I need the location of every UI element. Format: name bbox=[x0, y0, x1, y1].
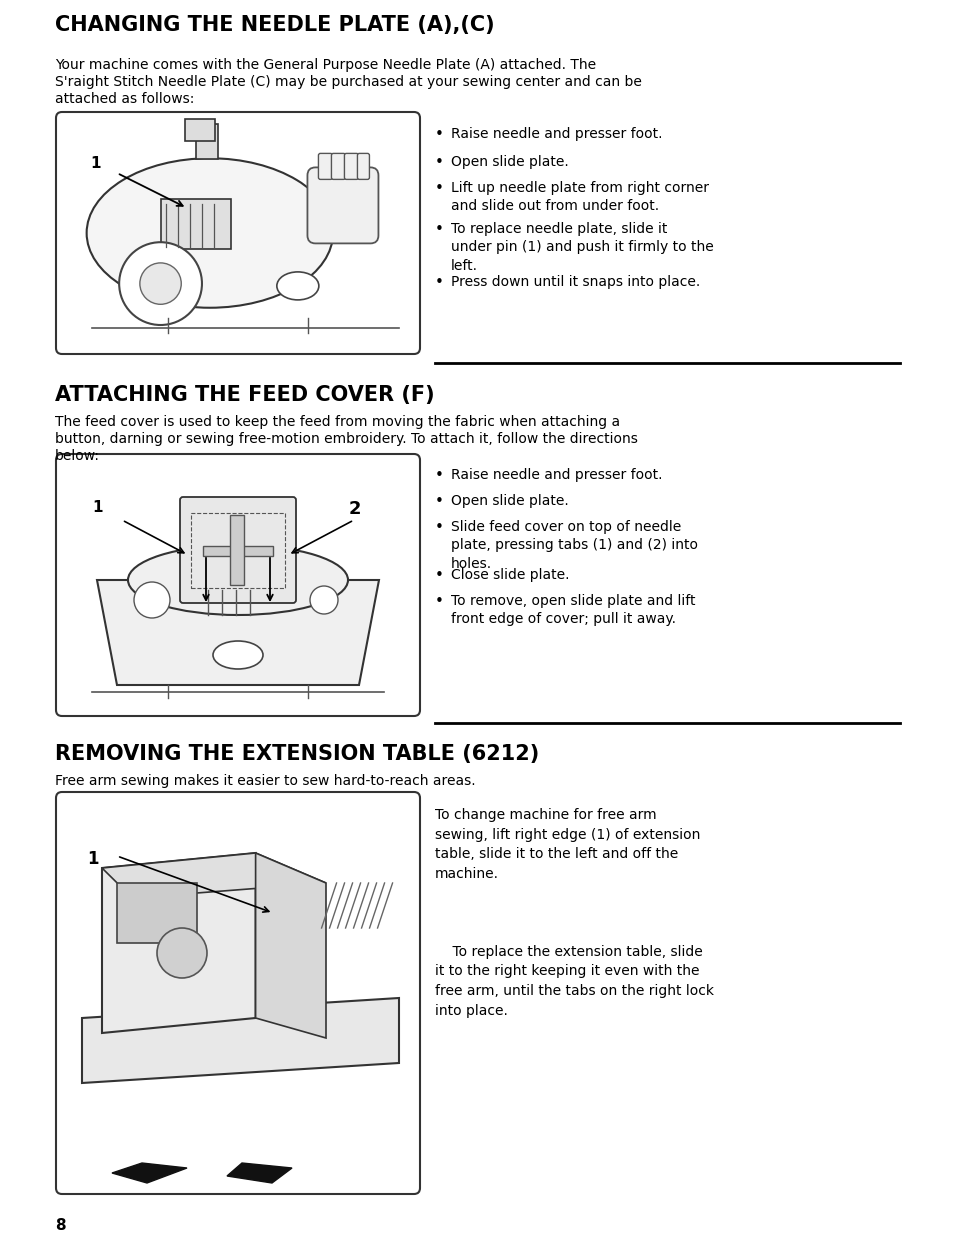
FancyBboxPatch shape bbox=[180, 497, 295, 602]
FancyBboxPatch shape bbox=[331, 153, 345, 179]
Text: To remove, open slide plate and lift
front edge of cover; pull it away.: To remove, open slide plate and lift fro… bbox=[451, 594, 695, 626]
Circle shape bbox=[133, 581, 170, 618]
Text: •: • bbox=[435, 568, 443, 583]
Text: •: • bbox=[435, 181, 443, 195]
Text: Open slide plate.: Open slide plate. bbox=[451, 155, 568, 169]
FancyBboxPatch shape bbox=[56, 792, 419, 1194]
FancyBboxPatch shape bbox=[318, 153, 332, 179]
Ellipse shape bbox=[87, 158, 333, 308]
Text: Press down until it snaps into place.: Press down until it snaps into place. bbox=[451, 275, 700, 289]
Text: button, darning or sewing free-motion embroidery. To attach it, follow the direc: button, darning or sewing free-motion em… bbox=[55, 432, 638, 447]
FancyBboxPatch shape bbox=[357, 153, 369, 179]
Bar bbox=[117, 883, 196, 943]
Text: 1: 1 bbox=[87, 850, 98, 868]
Circle shape bbox=[140, 263, 181, 304]
Text: 2: 2 bbox=[349, 500, 361, 518]
FancyBboxPatch shape bbox=[344, 153, 358, 179]
Text: •: • bbox=[435, 221, 443, 238]
FancyBboxPatch shape bbox=[307, 167, 378, 244]
Circle shape bbox=[310, 586, 337, 614]
Text: S'raight Stitch Needle Plate (C) may be purchased at your sewing center and can : S'raight Stitch Needle Plate (C) may be … bbox=[55, 75, 641, 89]
Text: ATTACHING THE FEED COVER (F): ATTACHING THE FEED COVER (F) bbox=[55, 385, 435, 404]
Text: •: • bbox=[435, 494, 443, 508]
Polygon shape bbox=[102, 854, 326, 898]
Circle shape bbox=[119, 242, 202, 325]
Bar bbox=[203, 546, 273, 555]
Text: •: • bbox=[435, 594, 443, 609]
Text: Slide feed cover on top of needle
plate, pressing tabs (1) and (2) into
holes.: Slide feed cover on top of needle plate,… bbox=[451, 520, 698, 570]
Text: Raise needle and presser foot.: Raise needle and presser foot. bbox=[451, 468, 661, 482]
Polygon shape bbox=[255, 854, 326, 1038]
Text: To replace needle plate, slide it
under pin (1) and push it firmly to the
left.: To replace needle plate, slide it under … bbox=[451, 221, 713, 273]
Text: •: • bbox=[435, 155, 443, 169]
Text: Close slide plate.: Close slide plate. bbox=[451, 568, 569, 581]
Text: CHANGING THE NEEDLE PLATE (A),(C): CHANGING THE NEEDLE PLATE (A),(C) bbox=[55, 15, 494, 35]
Ellipse shape bbox=[276, 272, 318, 299]
Text: To replace the extension table, slide
it to the right keeping it even with the
f: To replace the extension table, slide it… bbox=[435, 945, 713, 1018]
Text: REMOVING THE EXTENSION TABLE (6212): REMOVING THE EXTENSION TABLE (6212) bbox=[55, 743, 538, 764]
Text: 1: 1 bbox=[90, 156, 100, 171]
Text: Raise needle and presser foot.: Raise needle and presser foot. bbox=[451, 127, 661, 141]
Text: 1: 1 bbox=[91, 500, 102, 515]
FancyBboxPatch shape bbox=[56, 113, 419, 354]
Bar bbox=[191, 513, 285, 588]
Text: 8: 8 bbox=[55, 1218, 66, 1233]
Text: attached as follows:: attached as follows: bbox=[55, 92, 194, 106]
Text: Lift up needle plate from right corner
and slide out from under foot.: Lift up needle plate from right corner a… bbox=[451, 181, 708, 214]
Polygon shape bbox=[112, 1163, 187, 1183]
Text: below:: below: bbox=[55, 449, 100, 463]
Bar bbox=[185, 119, 215, 141]
Text: Free arm sewing makes it easier to sew hard-to-reach areas.: Free arm sewing makes it easier to sew h… bbox=[55, 774, 476, 788]
FancyBboxPatch shape bbox=[56, 454, 419, 716]
Polygon shape bbox=[102, 854, 255, 1033]
Text: Your machine comes with the General Purpose Needle Plate (A) attached. The: Your machine comes with the General Purp… bbox=[55, 58, 596, 72]
Circle shape bbox=[157, 928, 207, 978]
Text: •: • bbox=[435, 127, 443, 142]
Text: •: • bbox=[435, 468, 443, 482]
Polygon shape bbox=[227, 1163, 292, 1183]
Bar bbox=[230, 515, 244, 585]
Text: The feed cover is used to keep the feed from moving the fabric when attaching a: The feed cover is used to keep the feed … bbox=[55, 414, 619, 429]
Text: Open slide plate.: Open slide plate. bbox=[451, 494, 568, 508]
Text: •: • bbox=[435, 275, 443, 289]
Polygon shape bbox=[97, 580, 378, 685]
Text: •: • bbox=[435, 520, 443, 534]
Bar bbox=[195, 125, 217, 160]
Polygon shape bbox=[82, 998, 398, 1084]
Text: To change machine for free arm
sewing, lift right edge (1) of extension
table, s: To change machine for free arm sewing, l… bbox=[435, 808, 700, 881]
Bar bbox=[160, 198, 231, 249]
Ellipse shape bbox=[213, 641, 263, 669]
Ellipse shape bbox=[128, 546, 348, 615]
